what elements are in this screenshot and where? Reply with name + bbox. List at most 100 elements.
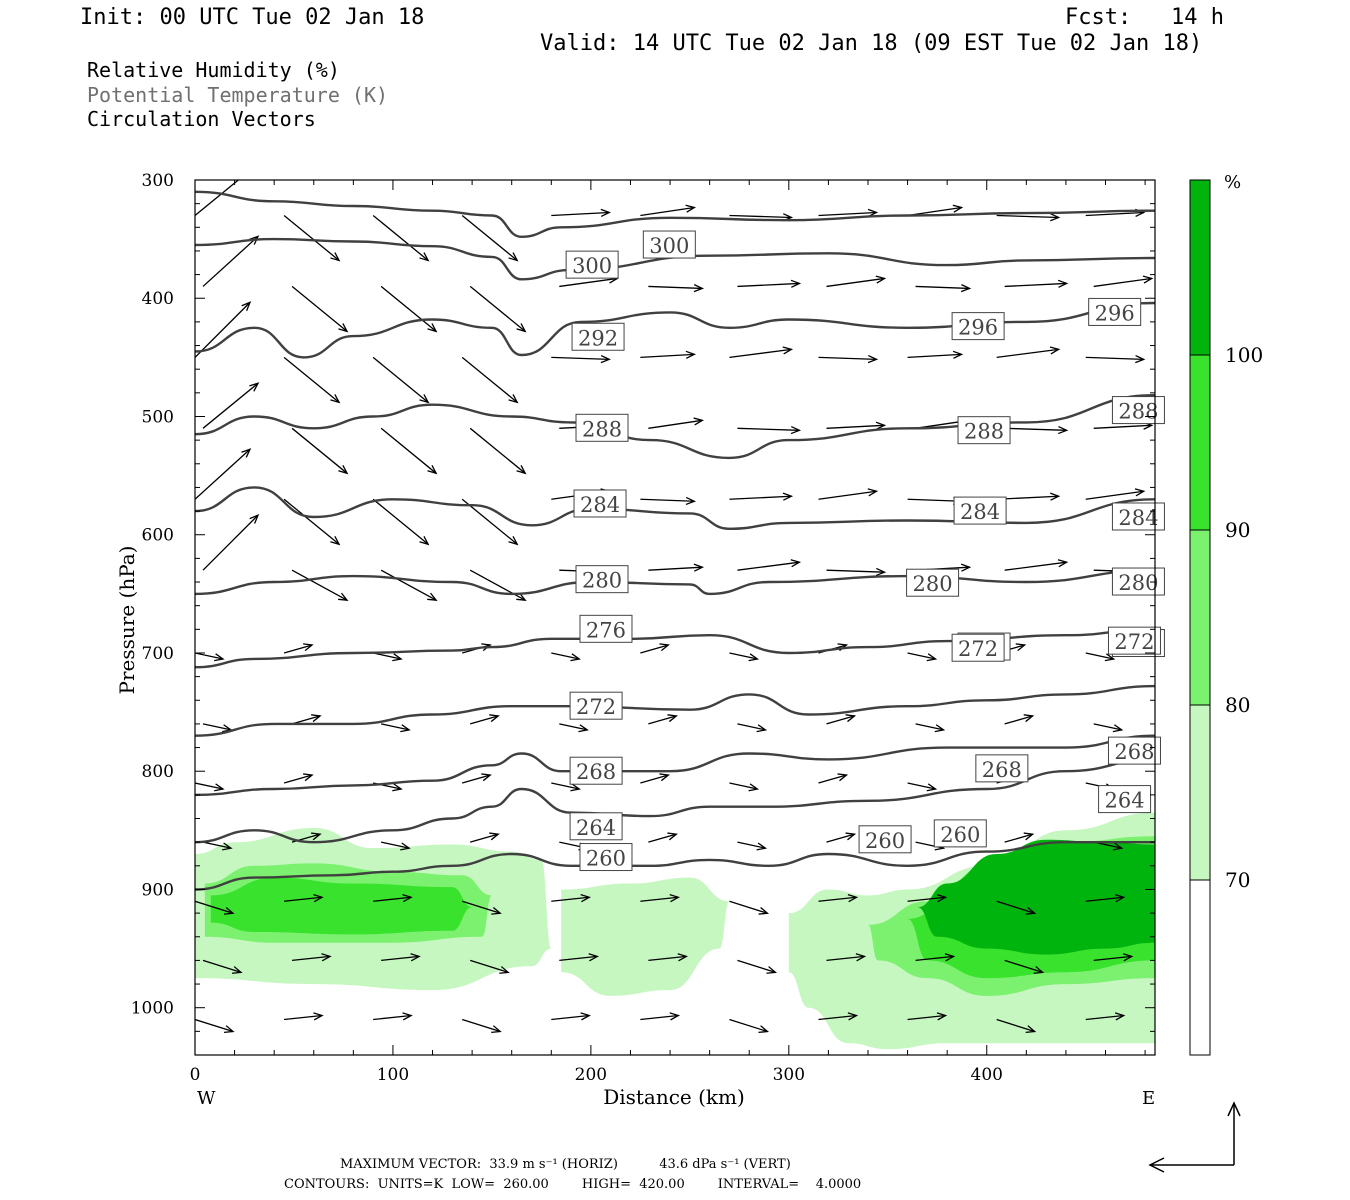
colorbar-label: 100 [1225,343,1263,367]
circulation-vector [381,953,421,962]
circulation-vector [915,953,956,962]
circulation-vector [195,782,225,792]
contour-label: 288 [957,416,1011,445]
circulation-vector [469,569,527,602]
rh-shading [195,812,1155,1050]
contour-label: 288 [575,413,629,442]
y-axis-label: Pressure (hPa) [115,546,139,695]
circulation-vector [195,1018,235,1034]
svg-text:288: 288 [964,420,1004,444]
circulation-vector [195,652,225,662]
colorbar-label: 90 [1225,518,1250,542]
rh-region [917,839,1155,955]
y-tick-label: 500 [142,407,174,427]
circulation-vector [381,723,411,733]
y-tick-label: 400 [142,289,174,309]
circulation-vector [551,354,611,364]
circulation-vector [283,356,341,404]
svg-text:300: 300 [649,234,689,258]
forecast-hour: Fcst: 14 h [1065,5,1224,30]
svg-text:268: 268 [576,760,616,784]
rh-region [210,877,473,935]
circulation-vector [202,514,260,571]
circulation-vector [195,448,252,500]
svg-text:288: 288 [582,417,622,441]
circulation-vector [551,782,581,792]
x-tick-label: 0 [190,1065,201,1085]
east-label: E [1142,1088,1155,1109]
svg-text:296: 296 [1095,301,1135,325]
contour-label: 296 [1088,297,1142,326]
svg-text:288: 288 [1118,400,1158,424]
circulation-vector [462,900,502,915]
circulation-vector [729,346,794,359]
circulation-vector [551,1012,591,1021]
x-tick-label: 300 [773,1065,805,1085]
circulation-vector [1004,425,1069,435]
circulation-vector [648,284,705,293]
circulation-vector [818,773,849,784]
circulation-vector [292,953,332,962]
circulation-vector [462,773,492,784]
circulation-vector [372,356,430,404]
contour-label: 272 [1107,626,1161,655]
circulation-vector [1085,894,1126,903]
circulation-vector [729,1018,770,1034]
circulation-vector [202,841,233,851]
init-time: Init: 00 UTC Tue 02 Jan 18 [80,5,425,30]
x-tick-label: 400 [971,1065,1003,1085]
circulation-vector [202,235,260,287]
svg-text:284: 284 [1118,506,1158,530]
circulation-vector [737,959,778,974]
svg-text:272: 272 [576,695,616,719]
contour-label: 284 [1111,502,1165,531]
circulation-vector [648,714,678,725]
contour-label: 276 [579,614,633,643]
contour-label: 300 [642,230,696,259]
contour-info-note: CONTOURS: UNITS=K LOW= 260.00 HIGH= 420.… [284,1177,862,1192]
circulation-vector [729,782,760,792]
theta-contours [195,190,1155,891]
circulation-vector [818,1012,859,1021]
circulation-vector [291,714,322,725]
circulation-vector [648,953,689,962]
circulation-vector [195,900,235,915]
svg-text:268: 268 [1114,740,1154,764]
circulation-vector [826,714,857,725]
reference-vector [1148,1101,1241,1173]
colorbar-label: 70 [1225,868,1250,892]
x-tick-label: 100 [377,1065,409,1085]
colorbar: 70 80 90 100 [1189,179,1263,1056]
circulation-vector [202,382,260,429]
circulation-vector [380,285,438,333]
theta-contour-280 [195,569,1155,596]
theta-contour-300 [195,190,1155,239]
contour-label: 268 [975,754,1029,783]
circulation-vector [826,421,887,430]
circulation-vector [648,832,678,843]
svg-text:296: 296 [958,316,998,340]
circulation-vector [283,773,314,784]
contour-label: 280 [575,565,629,594]
circulation-vector [1093,953,1134,962]
theta-contour-284 [195,486,1155,531]
axes: 300 300 296 296 292 288 288 288 284 284 284 280 280 2… [131,171,1165,1085]
svg-text:280: 280 [582,569,622,593]
contour-label: 268 [569,756,623,785]
circulation-vector [915,723,946,733]
circulation-vector [826,832,857,843]
circulation-vector [291,569,349,602]
circulation-vector [461,214,519,262]
circulation-vector [1093,275,1154,288]
circulation-vector [1004,959,1045,974]
contour-label: 296 [951,312,1005,341]
colorbar-swatch [1189,179,1211,356]
contour-label: 260 [579,843,633,872]
circulation-vector [284,1012,324,1021]
circulation-vector [648,563,705,572]
circulation-vector [373,1012,413,1021]
contour-label: 292 [571,322,625,351]
theta-contour-260 [195,840,1155,891]
circulation-vector [826,953,867,962]
